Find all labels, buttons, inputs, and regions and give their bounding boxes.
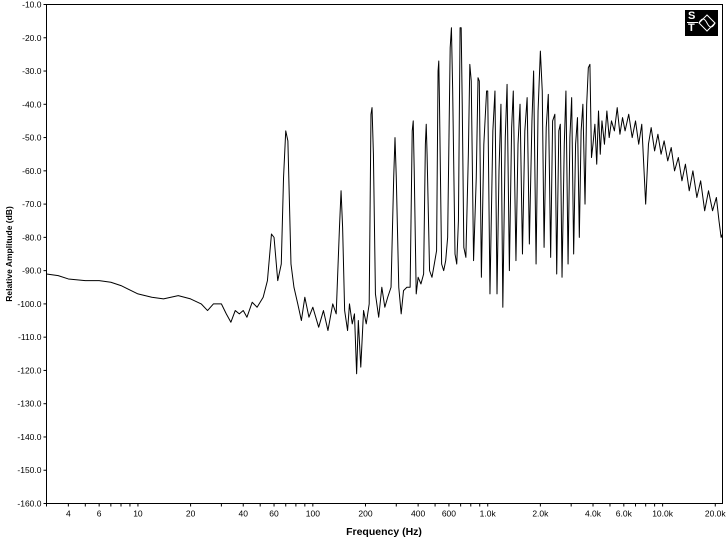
x-tick-label: 20 — [186, 509, 196, 519]
x-tick-label: 400 — [411, 509, 425, 519]
plot-frame — [46, 4, 723, 504]
y-tick-label: -40.0 — [22, 99, 42, 109]
y-tick-label: -140.0 — [17, 432, 41, 442]
logo-divider — [687, 22, 698, 23]
sine-wave-triangle-icon — [698, 14, 716, 32]
x-tick-label: 4 — [66, 509, 71, 519]
x-tick-label: 20.0k — [705, 509, 726, 519]
x-tick-label: 1.0k — [480, 509, 497, 519]
y-tick-label: -130.0 — [17, 399, 41, 409]
y-axis-tick-labels: -10.0 -20.0 -30.0 -40.0 -50.0 -60.0 -70.0 -80.0… — [17, 0, 41, 509]
amplitude-series-line — [46, 27, 723, 375]
x-axis-ticks — [46, 503, 716, 507]
sine-wave-logo: S T — [685, 10, 718, 36]
logo-letter-s: S — [688, 10, 696, 22]
x-tick-label: 6.0k — [616, 509, 633, 519]
x-tick-label: 100 — [306, 509, 320, 519]
y-tick-label: -100.0 — [17, 299, 41, 309]
y-tick-label: -70.0 — [22, 199, 42, 209]
x-tick-label: 4.0k — [585, 509, 602, 519]
y-tick-label: -50.0 — [22, 133, 42, 143]
x-axis-tick-labels: 4 6 10 20 40 60 100 200 400 600 1.0k 2.0k 4.0k 6.0k 10… — [66, 509, 726, 519]
x-tick-label: 600 — [442, 509, 456, 519]
y-tick-label: -150.0 — [17, 465, 41, 475]
y-tick-label: -160.0 — [17, 499, 41, 509]
x-tick-label: 2.0k — [532, 509, 549, 519]
logo-letter-t: T — [688, 22, 695, 34]
y-tick-label: -30.0 — [22, 66, 42, 76]
x-axis-title: Frequency (Hz) — [346, 526, 422, 538]
x-tick-label: 200 — [358, 509, 372, 519]
y-tick-label: -110.0 — [18, 332, 42, 342]
x-tick-label: 10.0k — [652, 509, 674, 519]
x-tick-label: 6 — [97, 509, 102, 519]
x-tick-label: 60 — [269, 509, 279, 519]
x-tick-label: 10 — [133, 509, 143, 519]
y-tick-label: -80.0 — [22, 232, 42, 242]
x-tick-label: 40 — [239, 509, 249, 519]
y-tick-label: -60.0 — [22, 166, 42, 176]
y-tick-label: -90.0 — [22, 266, 42, 276]
y-axis-title: Relative Amplitude (dB) — [4, 206, 14, 302]
y-tick-label: -10.0 — [22, 0, 42, 10]
y-tick-label: -120.0 — [17, 365, 41, 375]
y-tick-label: -20.0 — [22, 33, 42, 43]
